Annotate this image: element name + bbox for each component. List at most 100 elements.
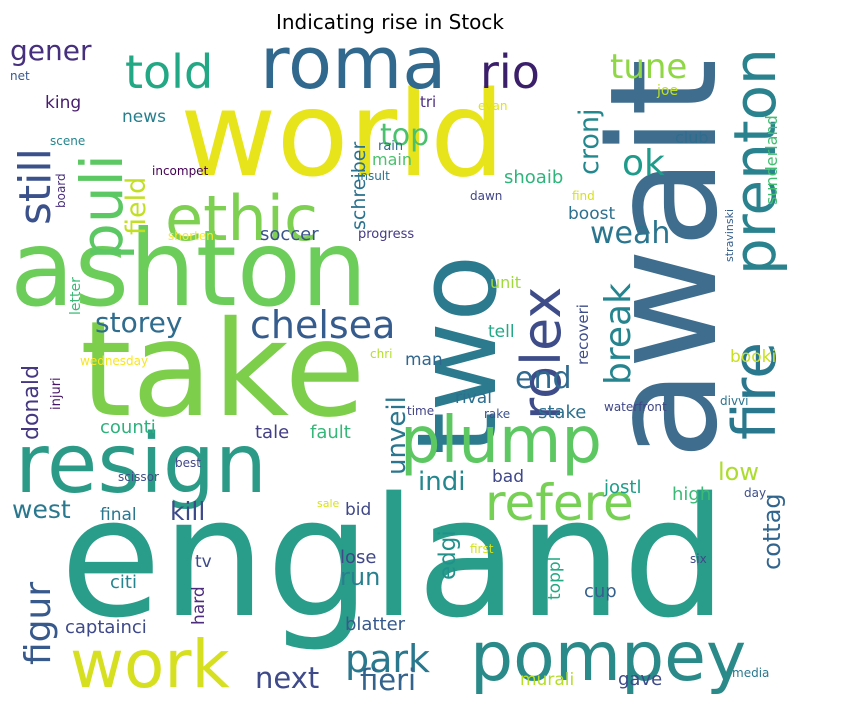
word-storey: storey — [95, 306, 182, 339]
word-chri: chri — [370, 347, 392, 361]
word-evan: evan — [478, 99, 507, 113]
word-toppl: toppl — [545, 557, 565, 600]
word-progress: progress — [358, 227, 414, 242]
word-fire: fire — [720, 342, 790, 440]
word-end: end — [515, 361, 572, 396]
word-prenton: prenton — [721, 48, 789, 275]
word-king: king — [45, 93, 81, 113]
word-roma: roma — [260, 21, 446, 105]
word-unveil: unveil — [382, 396, 412, 475]
word-cronj: cronj — [574, 109, 605, 176]
word-joe: joe — [656, 83, 678, 99]
word-schreiber: schreiber — [348, 142, 370, 230]
word-weah: weah — [590, 216, 670, 251]
word-refere: refere — [485, 474, 634, 532]
word-run: run — [340, 563, 380, 591]
word-rolex: rolex — [510, 287, 573, 420]
word-tell: tell — [488, 322, 515, 342]
word-first: first — [470, 542, 494, 556]
word-hard: hard — [189, 586, 209, 625]
word-fieri: fieri — [360, 663, 416, 697]
word-six: six — [690, 552, 707, 566]
word-murali: murali — [520, 670, 574, 690]
word-tri: tri — [420, 93, 436, 111]
word-low: low — [718, 458, 759, 486]
word-ok: ok — [622, 143, 665, 184]
word-insult: insult — [357, 169, 390, 183]
word-fault: fault — [310, 422, 351, 443]
word-take: take — [80, 293, 366, 447]
word-wednesday: wednesday — [80, 354, 148, 368]
chart-title: Indicating rise in Stock — [275, 10, 504, 34]
word-west: west — [12, 495, 71, 524]
word-kill: kill — [170, 497, 205, 526]
word-media: media — [732, 666, 769, 680]
word-unit: unit — [490, 273, 521, 292]
word-rival: rival — [455, 388, 492, 408]
word-pompey: pompey — [470, 618, 746, 697]
word-ethic: ethic — [165, 182, 318, 255]
word-ashton: ashton — [10, 208, 368, 330]
word-scissor: scissor — [118, 470, 159, 484]
word-work: work — [70, 626, 230, 703]
word-best: best — [175, 456, 201, 470]
word-rain: rain — [378, 139, 403, 154]
word-puli: puli — [68, 154, 136, 260]
word-scene: scene — [50, 134, 85, 148]
word-donald: donald — [19, 365, 44, 440]
word-told: told — [125, 45, 213, 99]
word-recoveri: recoveri — [574, 304, 592, 365]
word-waterfront: waterfront — [604, 400, 667, 414]
word-shoaib: shoaib — [504, 167, 563, 188]
word-tune: tune — [610, 47, 687, 87]
word-next: next — [255, 661, 319, 695]
word-letter: letter — [68, 277, 84, 315]
word-break: break — [598, 283, 639, 385]
word-lose: lose — [340, 547, 376, 568]
word-gave: gave — [618, 669, 662, 690]
word-blatter: blatter — [345, 614, 406, 635]
word-park: park — [345, 637, 430, 681]
word-bid: bid — [345, 500, 371, 520]
word-gener: gener — [10, 34, 92, 67]
word-captainci: captainci — [65, 617, 147, 638]
word-england: england — [60, 462, 727, 654]
word-high: high — [672, 484, 711, 505]
word-citi: citi — [110, 572, 137, 593]
word-field: field — [121, 177, 152, 235]
word-counti: counti — [100, 417, 156, 438]
word-sale: sale — [317, 497, 340, 510]
word-divvi: divvi — [720, 394, 749, 408]
word-cottag: cottag — [758, 493, 786, 570]
word-club: club — [675, 128, 709, 147]
word-rio: rio — [480, 45, 540, 99]
word-await: await — [578, 58, 750, 460]
word-time: time — [407, 404, 434, 418]
word-jostl: jostl — [603, 477, 641, 498]
word-shorten: shorten — [168, 229, 214, 243]
word-day: day — [744, 486, 766, 500]
word-dawn: dawn — [470, 189, 502, 203]
word-incompet: incompet — [152, 164, 209, 178]
word-final: final — [100, 505, 137, 525]
word-stake: stake — [538, 402, 586, 423]
word-resign: resign — [15, 417, 267, 512]
word-man: man — [405, 350, 443, 370]
word-news: news — [122, 107, 166, 127]
word-soccer: soccer — [260, 224, 319, 245]
word-net: net — [10, 69, 30, 83]
word-tale: tale — [255, 422, 289, 443]
word-sunderland: sunderland — [762, 115, 781, 205]
word-injuri: injuri — [49, 377, 64, 410]
word-edgi: edgi — [435, 530, 461, 580]
word-top: top — [380, 118, 429, 153]
word-indi: indi — [418, 467, 465, 497]
word-find: find — [572, 189, 595, 203]
word-two: two — [393, 255, 521, 455]
word-booki: booki — [730, 347, 776, 367]
word-chelsea: chelsea — [250, 303, 395, 347]
word-tv: tv — [195, 552, 212, 572]
word-stravinski: stravinski — [723, 209, 736, 262]
word-cup: cup — [584, 581, 617, 602]
